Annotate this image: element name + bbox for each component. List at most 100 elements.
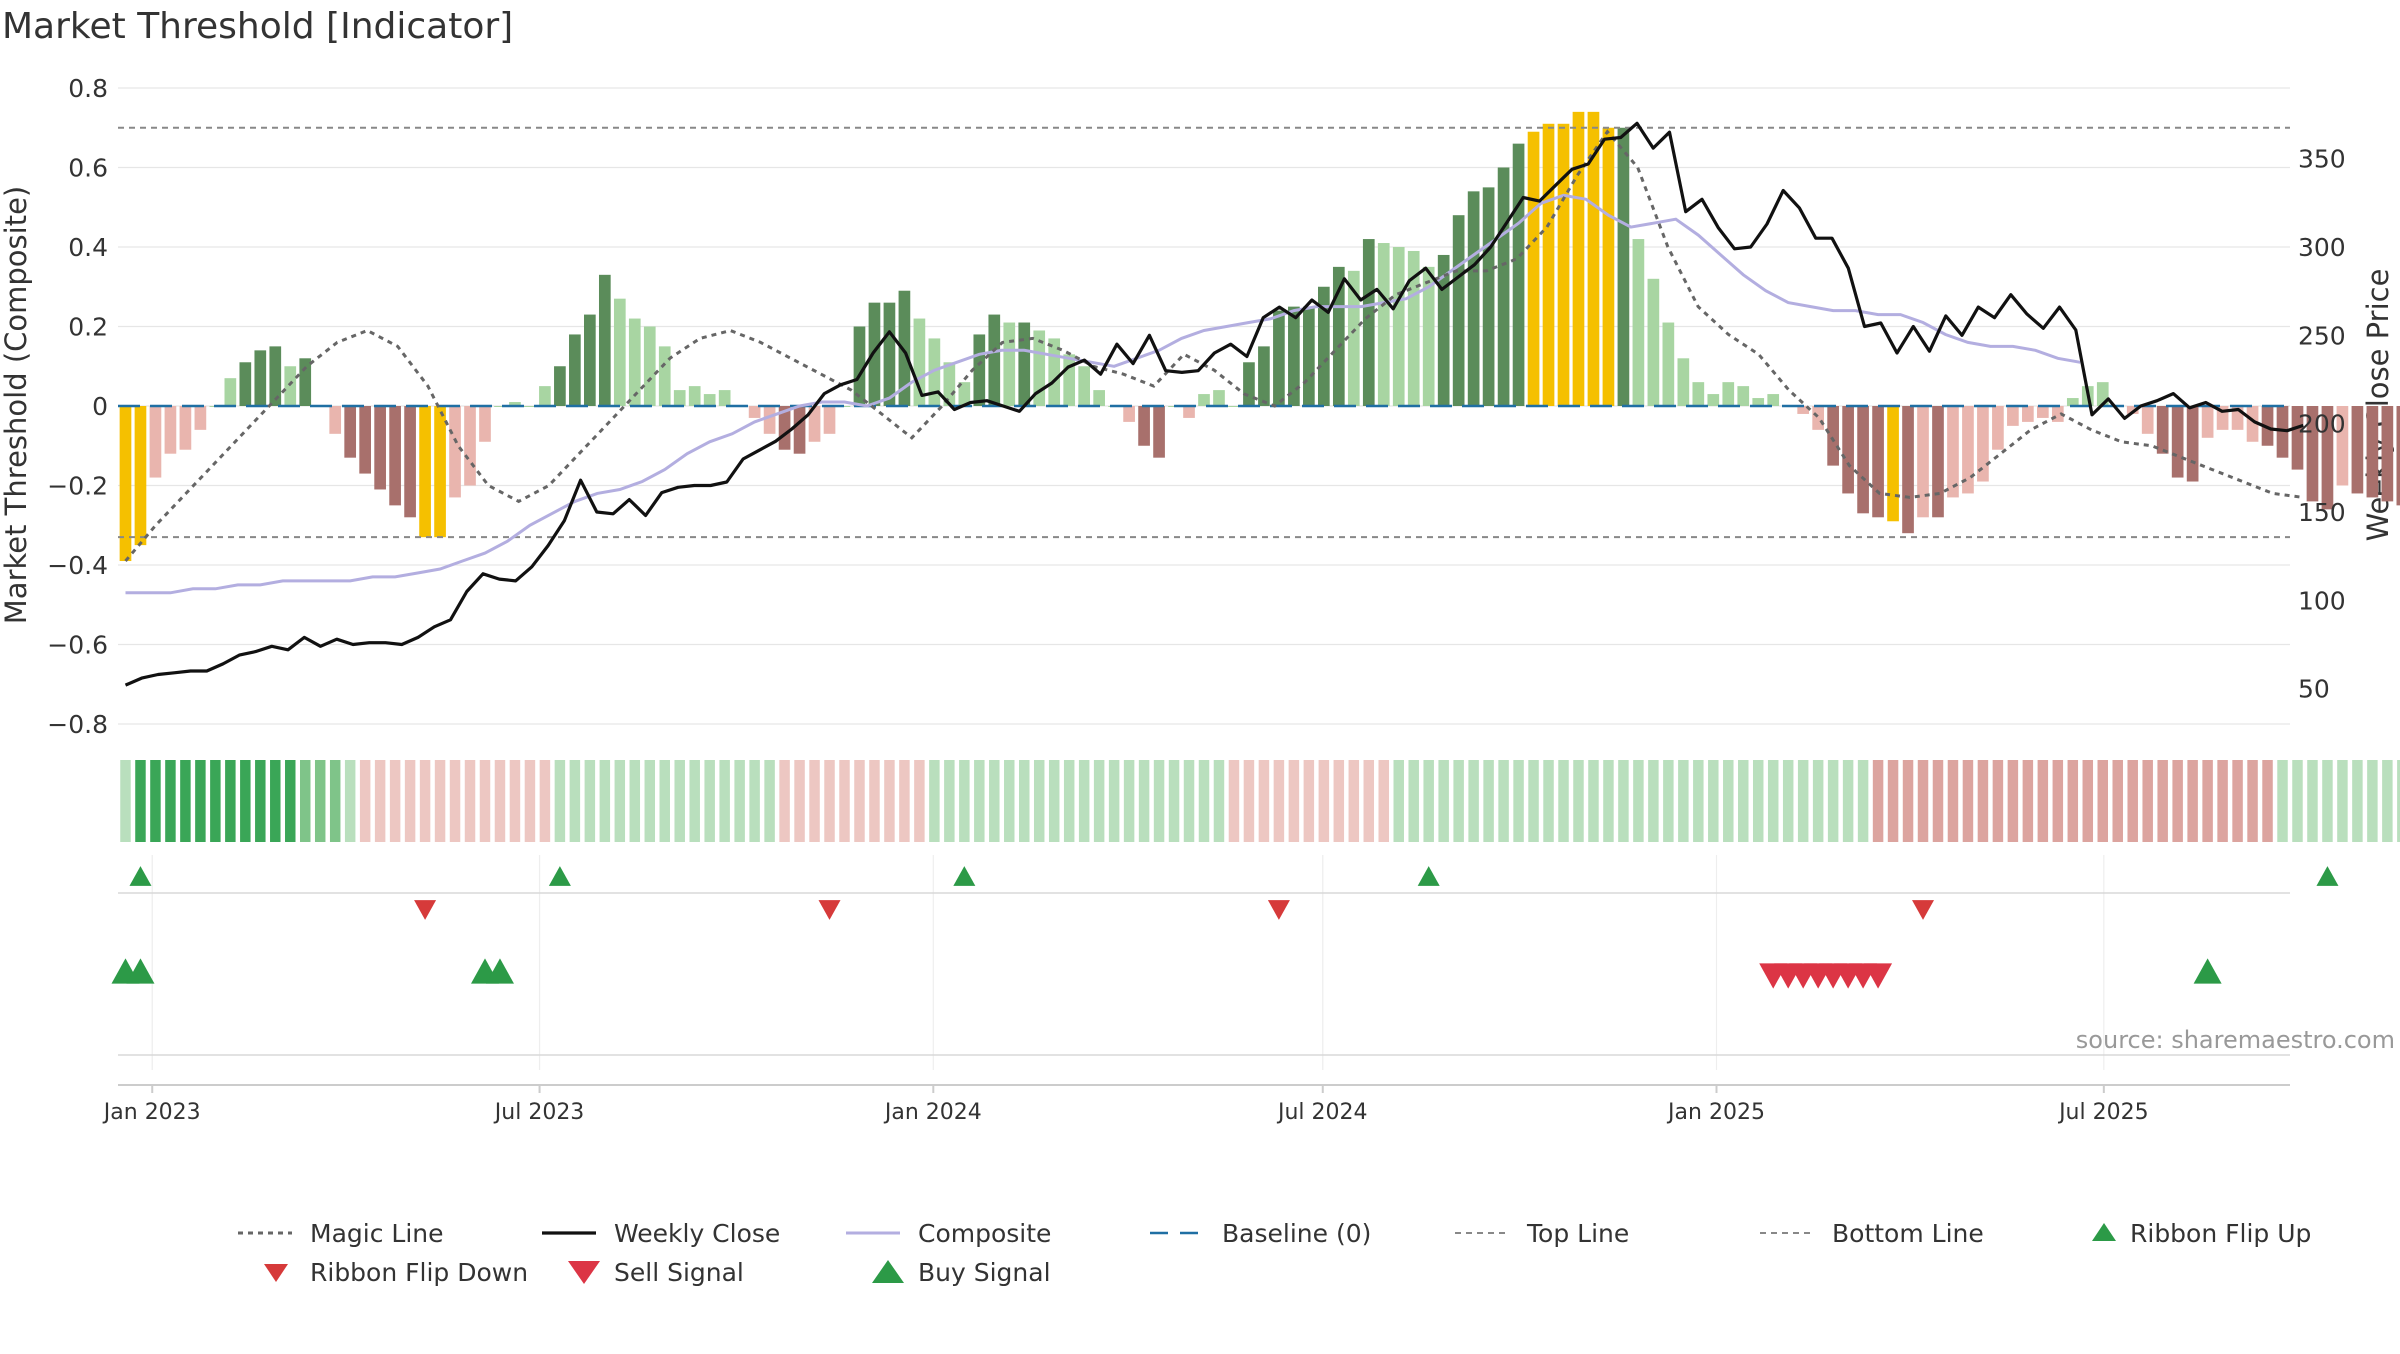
composite-bar xyxy=(1992,406,2004,450)
ribbon-segment xyxy=(1273,760,1285,842)
ribbon-segment xyxy=(2157,760,2168,842)
ribbon-segment xyxy=(329,760,341,842)
composite-bar xyxy=(554,366,566,406)
legend-label: Top Line xyxy=(1526,1219,1629,1248)
legend-label: Ribbon Flip Up xyxy=(2130,1219,2311,1248)
ribbon-segment xyxy=(1453,760,1464,842)
ribbon-segment xyxy=(794,760,805,842)
y2-tick-label: 350 xyxy=(2298,145,2346,174)
composite-bar xyxy=(1962,406,1974,494)
composite-bar xyxy=(2066,398,2079,406)
ribbon-segment xyxy=(1108,760,1120,842)
composite-bar xyxy=(823,406,836,434)
ribbon-segment xyxy=(1603,760,1614,842)
x-tick-label: Jan 2023 xyxy=(102,1100,201,1125)
y2-tick-label: 50 xyxy=(2298,675,2330,704)
ribbon-segment xyxy=(779,760,790,842)
ribbon-segment xyxy=(839,760,850,842)
ribbon-segment xyxy=(1123,760,1135,842)
composite-bar xyxy=(329,406,342,434)
ribbon-segment xyxy=(719,760,730,842)
composite-bar xyxy=(374,406,386,490)
legend-layer: Magic Line Weekly Close Composite Baseline … xyxy=(238,1219,2311,1287)
composite-bar xyxy=(2366,406,2379,498)
ribbon-segment xyxy=(1168,760,1180,842)
legend-swatch-ribbon-flip-up xyxy=(2092,1223,2116,1241)
composite-bar xyxy=(2306,406,2319,502)
composite-bar xyxy=(2007,406,2019,426)
composite-bar xyxy=(1482,187,1495,406)
ribbon-segment xyxy=(1303,760,1315,842)
ribbon-segment xyxy=(854,760,865,842)
composite-bar xyxy=(1347,270,1360,406)
sell-signal-marker xyxy=(1864,963,1893,989)
ribbon-segment xyxy=(629,760,641,842)
composite-bar xyxy=(673,390,686,406)
composite-bar xyxy=(613,298,626,406)
ribbon-segment xyxy=(314,760,326,842)
composite-bar xyxy=(688,386,701,406)
ribbon-segment xyxy=(2007,760,2019,842)
ribbon-segment xyxy=(1183,760,1195,842)
legend-label: Baseline (0) xyxy=(1222,1219,1371,1248)
ribbon-segment xyxy=(944,760,955,842)
ribbon-flip-down-marker xyxy=(818,900,841,920)
lines-layer xyxy=(118,121,2304,687)
ribbon-flip-up-marker xyxy=(1417,866,1440,886)
composite-bar xyxy=(389,406,401,506)
composite-bar xyxy=(2126,406,2139,414)
ribbon-segment xyxy=(1633,760,1644,842)
ribbon-segment xyxy=(1842,760,1854,842)
y2-tick-label: 100 xyxy=(2298,586,2346,615)
composite-bar xyxy=(598,274,611,406)
composite-bar xyxy=(2022,406,2034,422)
composite-bar xyxy=(584,314,596,406)
composite-bar xyxy=(134,406,147,546)
composite-bar xyxy=(1018,322,1031,406)
ribbon-segment xyxy=(1543,760,1554,842)
ribbon-segment xyxy=(929,760,940,842)
ribbon-segment xyxy=(2097,760,2109,842)
composite-bar xyxy=(479,406,491,442)
x-axis-layer: Jan 2023 Jul 2023 Jan 2024 Jul 2024 Jan 2025… xyxy=(102,1084,2290,1125)
composite-bar xyxy=(1407,250,1420,406)
ribbon-segment xyxy=(1723,760,1734,842)
ribbon-segment xyxy=(2082,760,2094,842)
ribbon-segment xyxy=(1483,760,1494,842)
composite-bar xyxy=(569,334,581,406)
ribbon-segment xyxy=(150,760,161,842)
ribbon-flip-down-marker xyxy=(414,900,437,920)
composite-bar xyxy=(778,406,791,450)
ribbon-segment xyxy=(2172,760,2183,842)
composite-bar xyxy=(1542,123,1555,407)
composite-bar xyxy=(1557,123,1570,407)
composite-bar xyxy=(1377,243,1390,406)
composite-bar xyxy=(269,346,282,406)
composite-bar xyxy=(973,334,986,406)
ribbon-segment xyxy=(1977,760,1989,842)
ribbon-segment xyxy=(1243,760,1255,842)
composite-bar xyxy=(2336,406,2349,486)
composite-bar xyxy=(494,406,506,407)
composite-bar xyxy=(1647,278,1660,406)
composite-bar xyxy=(868,302,881,406)
composite-bar xyxy=(2201,406,2214,438)
y-tick-label: −0.2 xyxy=(47,472,108,501)
ribbon-segment xyxy=(1408,760,1419,842)
composite-bar xyxy=(1362,239,1375,406)
ribbon-segment xyxy=(2127,760,2138,842)
composite-bar xyxy=(838,406,851,407)
y2-tick-label: 300 xyxy=(2298,233,2346,262)
ribbon-segment xyxy=(1618,760,1629,842)
composite-bar xyxy=(1512,143,1525,406)
composite-bar xyxy=(1288,306,1300,406)
ribbon-segment xyxy=(1363,760,1375,842)
ribbon-segment xyxy=(2337,760,2348,842)
ribbon-segment xyxy=(1573,760,1584,842)
y-tick-label: −0.4 xyxy=(47,551,108,580)
composite-bar xyxy=(1767,394,1780,406)
chart-title: Market Threshold [Indicator] xyxy=(2,6,513,47)
ribbon-segment xyxy=(539,760,551,842)
ribbon-segment xyxy=(554,760,566,842)
